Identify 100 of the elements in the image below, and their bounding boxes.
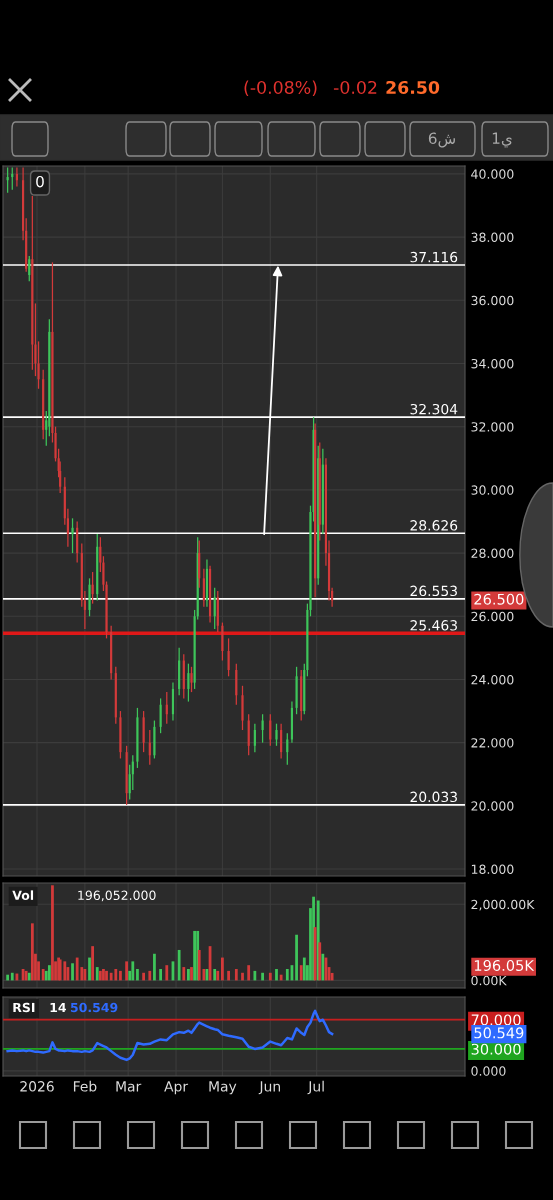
candlestick — [187, 663, 190, 703]
y-tick-label: 32.000 — [471, 422, 514, 432]
x-tick-label: Jul — [307, 1080, 324, 1095]
y-tick-label: 36.000 — [471, 295, 514, 306]
bar — [71, 963, 74, 981]
bar — [75, 957, 79, 981]
bar — [234, 968, 238, 981]
bar — [119, 970, 122, 981]
text: 1ي — [492, 132, 512, 148]
y-tick-label: 26.000 — [471, 611, 514, 622]
chart-title: Vol — [12, 890, 34, 901]
bar — [295, 934, 298, 981]
candlestick — [71, 517, 74, 554]
ref-line-label: 37.116 — [410, 251, 458, 263]
y-tick-label: 24.000 — [471, 674, 514, 685]
candlestick — [153, 719, 156, 760]
bar — [313, 927, 317, 981]
text: 50.549 — [474, 1027, 524, 1039]
bar — [6, 974, 10, 981]
chart-title: RSI — [13, 1002, 35, 1013]
candlestick — [295, 666, 298, 715]
bar — [47, 965, 51, 981]
bar — [247, 965, 251, 981]
x-tick-label: Feb — [73, 1080, 97, 1092]
bar — [159, 968, 162, 981]
bar — [10, 972, 14, 981]
bar — [153, 953, 156, 981]
bar — [105, 970, 108, 981]
y-tick-label: 28.000 — [471, 548, 514, 558]
bar — [302, 957, 306, 981]
y-tick-label: 2,000.00K — [471, 899, 535, 911]
text: 196.05K — [474, 959, 535, 971]
ref-line-label: 25.463 — [410, 620, 457, 631]
candlestick — [286, 732, 289, 766]
candlestick — [202, 568, 205, 608]
ref-line-label: 28.626 — [410, 520, 458, 531]
text: 26.500 — [474, 593, 524, 605]
y-tick-label: 0.00K — [471, 975, 507, 986]
bar — [114, 968, 118, 981]
candlestick — [241, 685, 244, 731]
x-tick-label: May — [209, 1081, 237, 1095]
bar — [63, 961, 67, 981]
bar — [136, 968, 139, 981]
text: 196,052.000 — [78, 890, 156, 902]
bar — [109, 972, 113, 981]
bar — [241, 972, 244, 981]
bar — [321, 953, 325, 981]
x-tick-label: Mar — [116, 1081, 142, 1092]
candlestick — [253, 723, 256, 753]
candlestick — [221, 621, 224, 662]
bar — [279, 974, 283, 981]
ref-line-label: 20.033 — [410, 791, 457, 803]
y-tick-label: 20.000 — [471, 801, 514, 811]
text: 26.50 — [386, 80, 440, 95]
candlestick — [275, 723, 278, 747]
bar — [30, 923, 34, 981]
bar — [131, 961, 135, 981]
bar — [197, 949, 201, 981]
bar — [177, 949, 181, 981]
bar — [193, 930, 196, 981]
bar — [268, 972, 272, 981]
y-tick-label: 30.000 — [471, 1043, 521, 1055]
bar — [261, 972, 264, 981]
ref-line-label: 32.304 — [410, 403, 458, 415]
bar — [275, 968, 278, 981]
candlestick — [119, 710, 122, 760]
bar — [142, 972, 145, 981]
y-tick-label: 18.000 — [471, 864, 514, 874]
bar — [221, 957, 224, 981]
y-tick-label: 40.000 — [471, 169, 514, 179]
bar — [148, 970, 152, 981]
candlestick — [227, 637, 230, 677]
candlestick — [280, 723, 283, 760]
x-tick-label: Jun — [258, 1081, 280, 1095]
bar — [91, 946, 95, 981]
y-tick-label: 38.000 — [471, 232, 514, 243]
bar — [125, 961, 128, 981]
ref-line-label: 26.553 — [410, 585, 457, 597]
y-tick-label: 70.000 — [471, 1014, 521, 1026]
bar — [299, 965, 303, 981]
candlestick — [136, 707, 139, 769]
bar — [51, 885, 54, 981]
y-tick-label: 34.000 — [471, 358, 514, 369]
bar — [165, 965, 169, 981]
bar — [182, 967, 186, 981]
annotation: 0 — [36, 175, 44, 188]
candlestick — [159, 697, 162, 734]
text: -0.02 — [333, 80, 377, 95]
bar — [88, 957, 91, 981]
candlestick — [28, 255, 31, 282]
y-tick-label: 22.000 — [471, 738, 514, 748]
y-tick-label: 30.000 — [471, 485, 514, 495]
candlestick — [88, 577, 91, 617]
chart-subtitle: 14 — [50, 1002, 67, 1013]
bar — [253, 970, 257, 981]
bar — [285, 968, 289, 981]
x-tick-label: Apr — [164, 1081, 189, 1095]
annotation: 50.549 — [70, 1002, 118, 1013]
text: (-0.08%) — [244, 80, 317, 97]
bar — [102, 968, 105, 981]
